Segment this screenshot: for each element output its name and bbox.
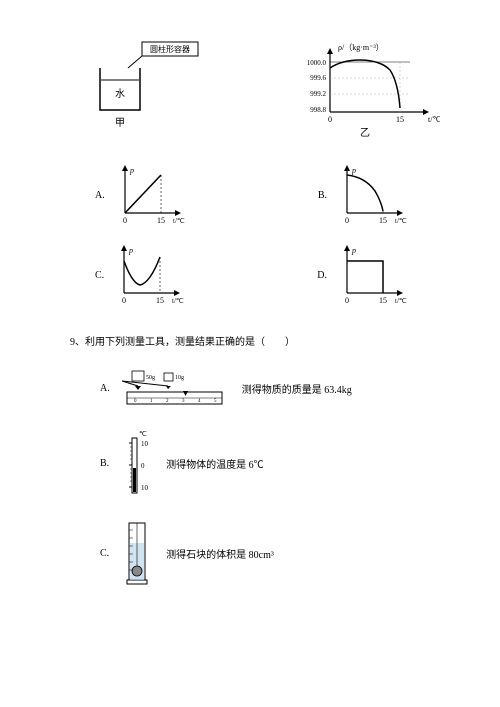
option-b-graph: p 0 15 t/℃ [335, 163, 410, 228]
opt-a-x1: 15 [157, 216, 165, 225]
measurement-a: A. 50g 10g 0 1 2 3 4 5 测得物质的质量是 63.4kg [100, 368, 440, 408]
meas-a-label: A. [100, 383, 110, 394]
ytick-1: 999.6 [310, 74, 326, 82]
opt-a-xlabel: t/℃ [173, 217, 185, 225]
therm-unit: ℃ [139, 430, 147, 438]
opt-c-x0: 0 [122, 296, 126, 305]
density-graph-svg: ρ/（kg·m⁻³） 1000.0 999.6 999.2 998.8 [280, 40, 440, 140]
ytick-2: 999.2 [310, 90, 326, 98]
meas-b-text: 测得物体的温度是 6℃ [166, 456, 264, 471]
cylinder-svg [121, 518, 151, 588]
therm-mid: 0 [141, 462, 145, 470]
y-axis-label: ρ/（kg·m⁻³） [338, 43, 384, 52]
opt-a-ylabel: p [129, 166, 134, 175]
opt-d-xlabel: t/℃ [395, 297, 407, 305]
meas-b-label: B. [100, 458, 109, 469]
caption-left: 甲 [115, 118, 125, 129]
options-row-2: C. p 0 15 t/℃ D. [90, 243, 440, 308]
options-row-1: A. p 0 15 t/℃ B. [90, 163, 440, 228]
beaker-svg: 圆柱形容器 水 甲 [90, 40, 200, 130]
top-figures: 圆柱形容器 水 甲 ρ/（kg·m⁻³） [90, 40, 440, 143]
x-axis-label: t/℃ [428, 115, 440, 124]
opt-c-ylabel: p [128, 246, 133, 255]
opt-b-xlabel: t/℃ [395, 217, 407, 225]
balance-svg: 50g 10g 0 1 2 3 4 5 [122, 368, 227, 408]
opt-d-x1: 15 [379, 296, 387, 305]
option-c-graph: p 0 15 t/℃ [112, 243, 187, 308]
xtick-1: 15 [396, 115, 404, 124]
ytick-0: 1000.0 [307, 59, 327, 67]
q9-text: 利用下列测量工具，测量结果正确的是（ ） [85, 337, 295, 348]
opt-a-x0: 0 [123, 216, 127, 225]
beaker-diagram: 圆柱形容器 水 甲 [90, 40, 200, 133]
opt-d-ylabel: p [351, 246, 356, 255]
opt-b-x1: 15 [379, 216, 387, 225]
meas-c-text: 测得石块的体积是 80cm³ [166, 546, 274, 561]
water-label: 水 [115, 88, 125, 100]
rider-10g: 10g [175, 375, 184, 381]
q9-number: 9、 [70, 337, 85, 348]
option-d-graph: p 0 15 t/℃ [335, 243, 410, 308]
opt-c-xlabel: t/℃ [172, 297, 184, 305]
meas-c-label: C. [100, 548, 109, 559]
option-a-graph: p 0 15 t/℃ [113, 163, 188, 228]
measurement-b: B. ℃ 10 0 10 测得物体的温度是 6℃ [100, 428, 440, 498]
question-9: 9、利用下列测量工具，测量结果正确的是（ ） [70, 333, 440, 348]
option-c: C. p 0 15 t/℃ [95, 243, 187, 308]
therm-bot: 10 [141, 484, 149, 492]
ytick-3: 998.8 [310, 106, 326, 114]
opt-d-x0: 0 [345, 296, 349, 305]
opt-b-ylabel: p [351, 166, 356, 175]
beaker-label-text: 圆柱形容器 [150, 44, 190, 54]
opt-c-x1: 15 [156, 296, 164, 305]
option-b: B. p 0 15 t/℃ [318, 163, 410, 228]
density-graph: ρ/（kg·m⁻³） 1000.0 999.6 999.2 998.8 [280, 40, 440, 143]
option-c-label: C. [95, 270, 104, 281]
option-d-label: D. [317, 270, 327, 281]
measurement-c: C. 测得石块的体积是 80cm³ [100, 518, 440, 588]
option-d: D. p 0 15 t/℃ [317, 243, 410, 308]
opt-b-x0: 0 [345, 216, 349, 225]
option-a-label: A. [95, 190, 105, 201]
meas-a-text: 测得物质的质量是 63.4kg [242, 381, 352, 396]
option-b-label: B. [318, 190, 327, 201]
xtick-0: 0 [328, 115, 332, 124]
rider-50g: 50g [146, 375, 155, 381]
thermometer-svg: ℃ 10 0 10 [121, 428, 151, 498]
therm-top: 10 [141, 440, 149, 448]
option-a: A. p 0 15 t/℃ [95, 163, 188, 228]
caption-right: 乙 [360, 127, 370, 139]
